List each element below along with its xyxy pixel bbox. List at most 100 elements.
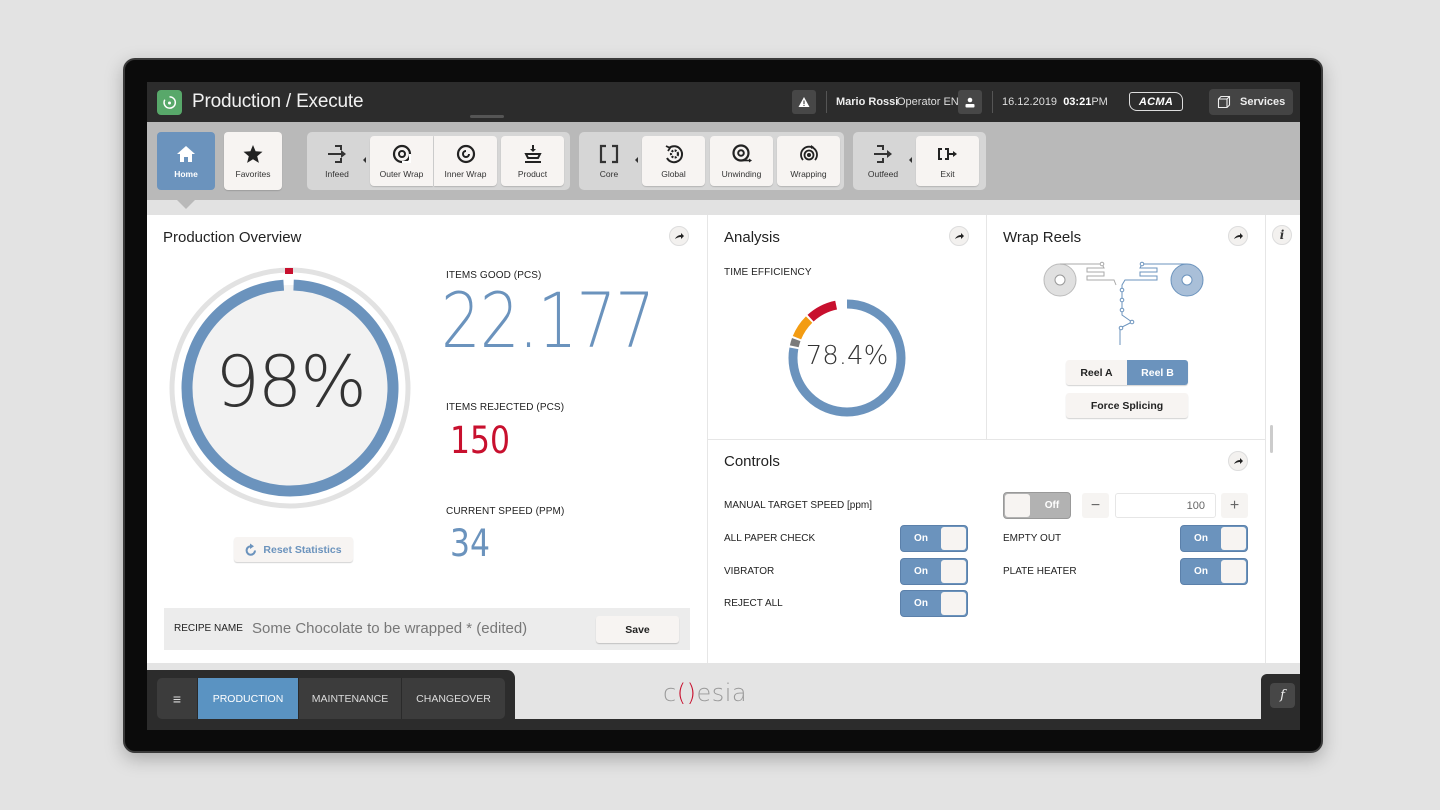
- nav-infeed[interactable]: Infeed: [311, 136, 363, 186]
- nav-group-out: Outfeed Exit: [853, 132, 986, 190]
- expand-button[interactable]: [1228, 226, 1248, 246]
- tab-maintenance[interactable]: MAINTENANCE: [299, 678, 402, 719]
- infeed-icon: [328, 145, 346, 163]
- save-button[interactable]: Save: [596, 616, 679, 643]
- hamburger-icon: ≡: [172, 690, 182, 707]
- logo-part: c: [663, 679, 677, 707]
- exit-icon: [937, 148, 957, 160]
- inner-wrap-icon: [456, 144, 475, 164]
- nav-exit[interactable]: Exit: [916, 136, 979, 186]
- alert-button[interactable]: [792, 90, 816, 114]
- app-icon[interactable]: [157, 90, 182, 115]
- toggle-knob: [941, 527, 966, 550]
- bottom-nav: ≡ PRODUCTION MAINTENANCE CHANGEOVER: [157, 678, 505, 719]
- nav-home[interactable]: Home: [157, 132, 215, 190]
- refresh-icon: [246, 543, 257, 556]
- user-name: Mario Rossi: [836, 96, 899, 108]
- outfeed-icon: [874, 145, 892, 163]
- tab-changeover[interactable]: CHANGEOVER: [416, 692, 491, 705]
- wrap-reels-panel: Wrap Reels Reel A Reel: [987, 215, 1265, 439]
- control-label: ALL PAPER CHECK: [724, 533, 816, 544]
- logo-part: esia: [696, 679, 748, 707]
- separator: [826, 91, 827, 113]
- caret-left-icon: [909, 157, 912, 163]
- recipe-bar: RECIPE NAME Some Chocolate to be wrapped…: [164, 608, 690, 650]
- recipe-name-field[interactable]: Some Chocolate to be wrapped * (edited): [252, 620, 528, 637]
- toggle-knob: [1221, 527, 1246, 550]
- time-efficiency-value: 78.4%: [805, 341, 889, 371]
- toggle-knob: [941, 560, 966, 583]
- items-good-label: ITEMS GOOD (PCS): [446, 270, 542, 281]
- divider: [1265, 215, 1266, 663]
- empty-out-toggle[interactable]: On: [1180, 525, 1248, 552]
- app-logo-icon: [163, 96, 176, 109]
- expand-button[interactable]: [949, 226, 969, 246]
- reel-a-button[interactable]: Reel A: [1066, 360, 1127, 385]
- toggle-state: On: [914, 533, 928, 544]
- nav-favorites[interactable]: Favorites: [224, 132, 282, 190]
- manual-speed-label: MANUAL TARGET SPEED [ppm]: [724, 500, 873, 511]
- all-paper-check-toggle[interactable]: On: [900, 525, 968, 552]
- core-icon: [599, 144, 619, 164]
- product-icon: [523, 145, 542, 163]
- info-button[interactable]: i: [1272, 225, 1292, 245]
- nav-product[interactable]: Product: [501, 136, 564, 186]
- page-title: Production / Execute: [192, 91, 364, 112]
- nav-inner-wrap[interactable]: Inner Wrap: [434, 136, 497, 186]
- reel-b-button[interactable]: Reel B: [1127, 360, 1188, 385]
- nav-outer-wrap[interactable]: Outer Wrap: [370, 136, 433, 186]
- expand-button[interactable]: [1228, 451, 1248, 471]
- global-gear-icon: [665, 145, 683, 164]
- plate-heater-toggle[interactable]: On: [1180, 558, 1248, 585]
- reject-all-toggle[interactable]: On: [900, 590, 968, 617]
- reset-label: Reset Statistics: [263, 543, 342, 556]
- panel-title: Analysis: [724, 229, 780, 246]
- toggle-state: Off: [1044, 500, 1060, 511]
- increment-button[interactable]: +: [1221, 493, 1248, 518]
- nav-wrapping[interactable]: Wrapping: [777, 136, 840, 186]
- reset-statistics-button[interactable]: Reset Statistics: [234, 537, 353, 562]
- nav-product-label: Product: [517, 169, 548, 179]
- nav-outfeed[interactable]: Outfeed: [857, 136, 909, 186]
- expand-button[interactable]: [669, 226, 689, 246]
- decrement-button[interactable]: −: [1082, 493, 1109, 518]
- recipe-label: RECIPE NAME: [174, 623, 243, 634]
- nav-core-label: Core: [599, 169, 619, 179]
- panel-title: Production Overview: [163, 229, 302, 246]
- manual-speed-toggle[interactable]: Off: [1003, 492, 1071, 519]
- tab-production[interactable]: PRODUCTION: [198, 678, 299, 719]
- controls-panel: Controls MANUAL TARGET SPEED [ppm] Off −…: [708, 440, 1265, 663]
- scrollbar[interactable]: [1270, 425, 1273, 453]
- force-splicing-button[interactable]: Force Splicing: [1066, 393, 1188, 418]
- services-button[interactable]: Services: [1209, 89, 1293, 115]
- user-role: Operator EN: [897, 96, 959, 108]
- function-button[interactable]: f: [1270, 683, 1295, 708]
- sub-strip: [147, 200, 1300, 215]
- toggle-state: On: [914, 598, 928, 609]
- efficiency-value: 98%: [215, 341, 367, 423]
- divider: [708, 439, 1265, 440]
- nav-core[interactable]: Core: [583, 136, 635, 186]
- analysis-panel: Analysis TIME EFFICIENCY 78.4%: [708, 215, 986, 439]
- nav-home-label: Home: [174, 169, 198, 179]
- drag-handle[interactable]: [470, 115, 504, 118]
- reel-selector: Reel A Reel B: [1066, 360, 1188, 385]
- nav-global[interactable]: Global: [642, 136, 705, 186]
- toggle-state: On: [1194, 566, 1208, 577]
- menu-button[interactable]: ≡: [157, 678, 198, 719]
- unwinding-icon: [731, 144, 752, 163]
- datetime: 16.12.2019 03:21PM: [1002, 96, 1108, 108]
- production-overview-panel: Production Overview 98% ITEMS GOOD (PCS)…: [147, 215, 707, 663]
- star-icon: [243, 145, 263, 163]
- vibrator-toggle[interactable]: On: [900, 558, 968, 585]
- nav-unwinding-label: Unwinding: [721, 169, 762, 179]
- control-label: PLATE HEATER: [1003, 566, 1077, 577]
- toggle-state: On: [1194, 533, 1208, 544]
- nav-unwinding[interactable]: Unwinding: [710, 136, 773, 186]
- toggle-knob: [941, 592, 966, 615]
- user-button[interactable]: [958, 90, 982, 114]
- manual-speed-input[interactable]: [1115, 493, 1216, 518]
- ampm: PM: [1091, 96, 1108, 108]
- current-speed-label: CURRENT SPEED (PPM): [446, 506, 565, 517]
- nav-global-label: Global: [661, 169, 686, 179]
